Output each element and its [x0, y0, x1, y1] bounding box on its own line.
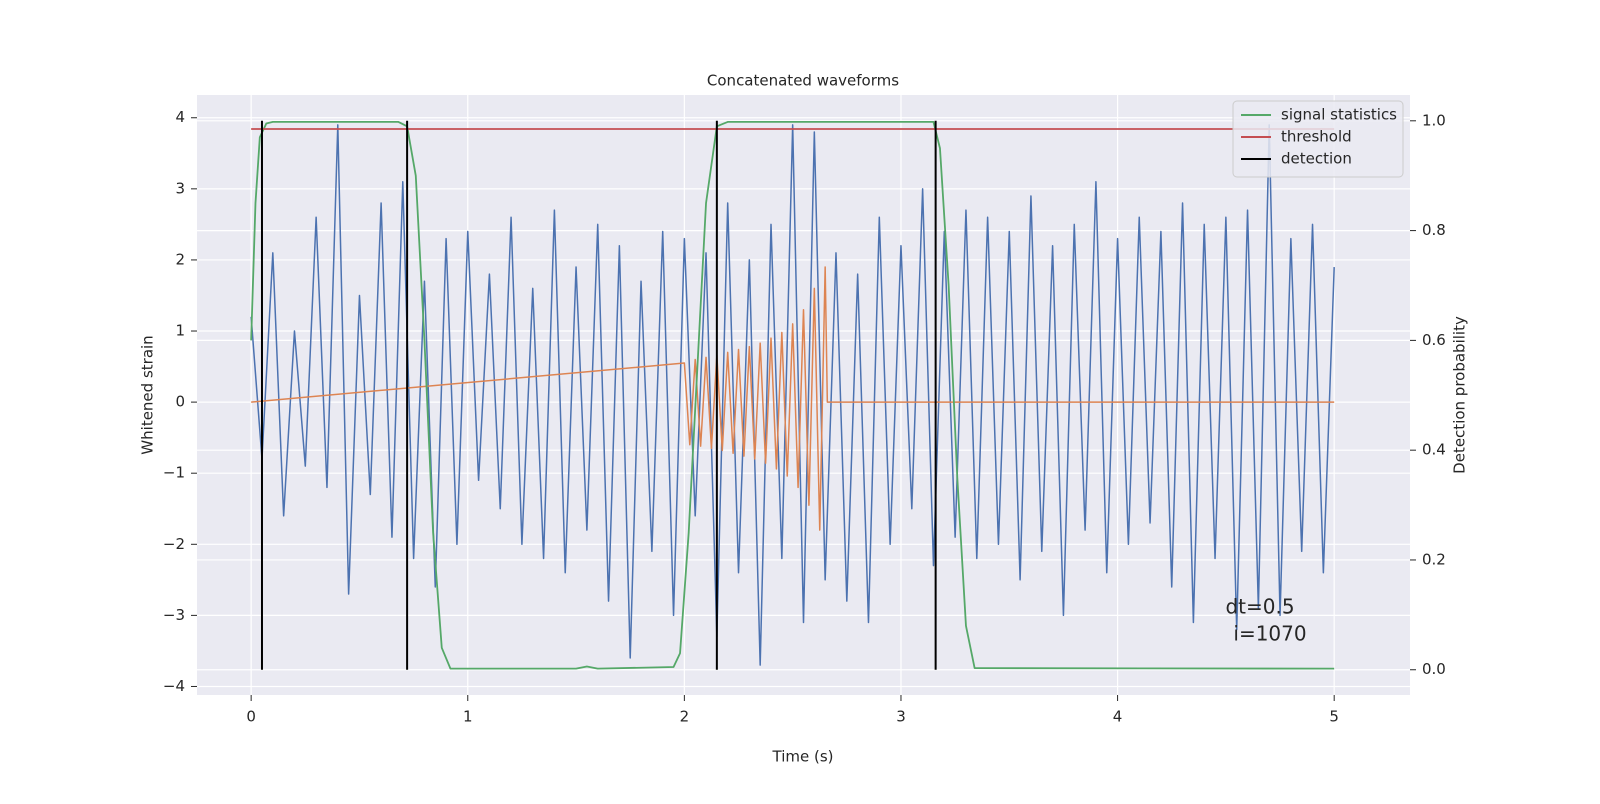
- y2-tick-label: 1.0: [1422, 111, 1446, 129]
- legend-label: signal statistics: [1281, 106, 1397, 124]
- y2-axis-label: Detection probability: [1451, 316, 1469, 474]
- x-tick-label: 0: [246, 708, 256, 726]
- y-tick-label: 2: [175, 250, 185, 268]
- series-line: [251, 266, 1335, 531]
- annotation: i=1070: [1233, 622, 1306, 646]
- x-axis-label: Time (s): [772, 748, 834, 766]
- annotation: dt=0.5: [1225, 595, 1294, 619]
- legend-label: detection: [1281, 150, 1352, 168]
- series-line: [250, 121, 1335, 670]
- y-tick-label: −4: [163, 677, 185, 695]
- x-tick-label: 3: [896, 708, 906, 726]
- legend-box: [1232, 100, 1404, 178]
- y-tick-label: 0: [175, 393, 185, 411]
- y-tick-label: −3: [163, 606, 185, 624]
- legend: signal statistics threshold detection: [1232, 100, 1404, 178]
- x-tick-label: 4: [1113, 708, 1123, 726]
- y2-tick-label: 0.0: [1422, 660, 1446, 678]
- x-tick-label: 1: [463, 708, 473, 726]
- marks: [250, 120, 1335, 670]
- y-tick-label: −2: [163, 535, 185, 553]
- y2-tick-label: 0.8: [1422, 221, 1446, 239]
- y-tick-label: 4: [175, 108, 185, 126]
- legend-label: threshold: [1281, 128, 1352, 146]
- chart-title: Concatenated waveforms: [707, 72, 899, 90]
- y-axis-label: Whitened strain: [139, 335, 157, 454]
- y-tick-label: −1: [163, 464, 185, 482]
- x-tick-label: 2: [680, 708, 690, 726]
- y2-tick-label: 0.2: [1422, 550, 1446, 568]
- y2-tick-label: 0.6: [1422, 331, 1446, 349]
- y-tick-label: 1: [175, 322, 185, 340]
- y-tick-label: 3: [175, 179, 185, 197]
- x-tick-label: 5: [1329, 708, 1339, 726]
- y2-tick-label: 0.4: [1422, 441, 1446, 459]
